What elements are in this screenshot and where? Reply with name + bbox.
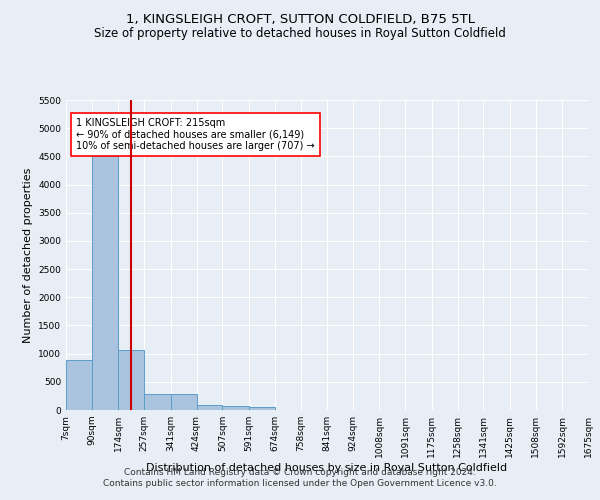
Bar [170,394,197,410]
Text: Size of property relative to detached houses in Royal Sutton Coldfield: Size of property relative to detached ho… [94,28,506,40]
Text: 1, KINGSLEIGH CROFT, SUTTON COLDFIELD, B75 5TL: 1, KINGSLEIGH CROFT, SUTTON COLDFIELD, B… [125,12,475,26]
Text: 1 KINGSLEIGH CROFT: 215sqm
← 90% of detached houses are smaller (6,149)
10% of s: 1 KINGSLEIGH CROFT: 215sqm ← 90% of deta… [76,118,315,151]
Bar [249,407,275,410]
Bar [144,394,170,410]
Bar [118,350,144,410]
Text: Contains HM Land Registry data © Crown copyright and database right 2024.
Contai: Contains HM Land Registry data © Crown c… [103,468,497,487]
Y-axis label: Number of detached properties: Number of detached properties [23,168,32,342]
Bar [66,360,92,410]
Bar [223,406,249,410]
Bar [92,153,118,410]
Bar [197,405,223,410]
X-axis label: Distribution of detached houses by size in Royal Sutton Coldfield: Distribution of detached houses by size … [146,462,508,472]
